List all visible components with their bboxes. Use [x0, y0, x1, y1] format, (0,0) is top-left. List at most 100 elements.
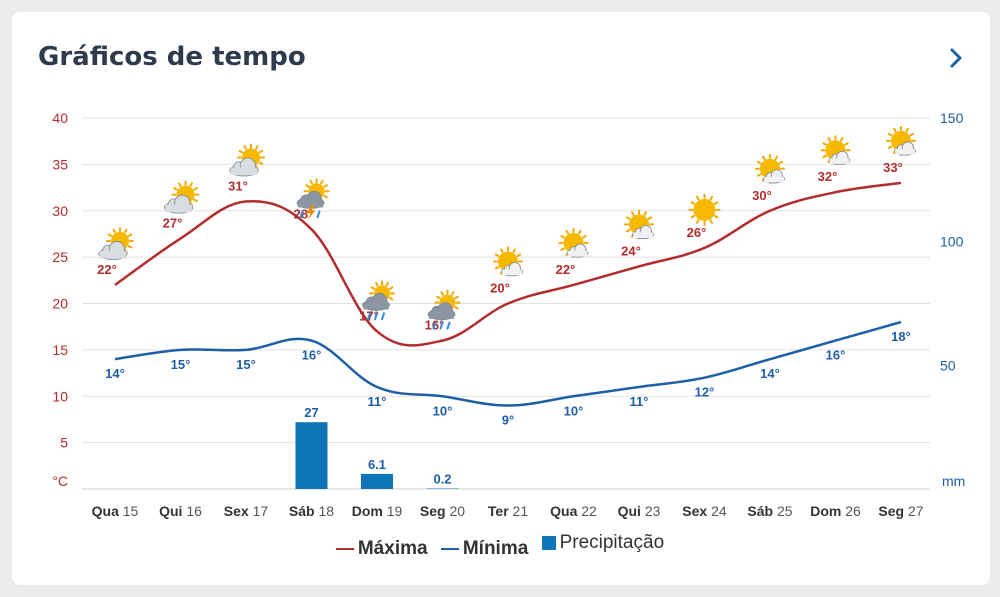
min-label: 11°	[630, 394, 649, 409]
precip-label: 0.2	[433, 472, 451, 487]
x-tick-weekday: Ter	[488, 503, 509, 519]
max-label: 30°	[752, 188, 772, 203]
y-left-tick: 25	[52, 249, 68, 265]
partly-sunny-icon	[886, 125, 916, 156]
precip-label: 6.1	[368, 457, 386, 472]
y-right-tick: 50	[940, 357, 956, 373]
x-tick-label: Qua 15	[92, 503, 139, 519]
y-left-tick: 15	[52, 342, 68, 358]
y-left-tick: 5	[60, 435, 68, 451]
legend-max[interactable]: Máxima	[335, 538, 428, 560]
x-tick-date: 16	[182, 503, 202, 519]
precip-bar	[361, 473, 393, 489]
y-right-tick: 150	[940, 110, 964, 126]
min-label: 18°	[891, 329, 911, 344]
x-tick-date: 21	[509, 503, 529, 519]
max-label: 27°	[163, 216, 183, 231]
partly-sunny-icon	[820, 135, 851, 166]
x-tick-label: Sex 17	[224, 503, 269, 519]
x-tick-label: Seg 27	[878, 503, 923, 519]
legend-precip-label: Precipitação	[559, 532, 665, 553]
x-tick-date: 20	[446, 503, 466, 519]
max-label: 24°	[621, 243, 641, 258]
x-tick-weekday: Qua	[550, 503, 577, 519]
x-tick-date: 22	[577, 503, 597, 519]
legend-min-label: Mínima	[462, 538, 529, 559]
x-tick-date: 25	[773, 503, 793, 519]
max-label: 32°	[818, 169, 838, 184]
legend-min[interactable]: Mínima	[440, 538, 529, 560]
x-tick-label: Sex 24	[682, 503, 727, 519]
x-tick-weekday: Sáb	[289, 503, 315, 519]
max-label: 33°	[883, 160, 903, 175]
min-label: 9°	[502, 413, 514, 428]
x-tick-label: Qui 16	[159, 503, 202, 519]
card-title: Gráficos de tempo	[38, 42, 306, 72]
partly-sunny-icon	[493, 246, 523, 277]
min-label: 16°	[302, 348, 322, 363]
x-tick-label: Ter 21	[488, 503, 528, 519]
precip-label: 27	[304, 405, 318, 420]
x-tick-date: 15	[119, 503, 139, 519]
min-label: 12°	[695, 385, 715, 400]
thunderstorm-icon	[296, 178, 330, 221]
max-label: 22°	[97, 262, 117, 277]
y-left-tick: 30	[52, 203, 68, 219]
y-left-tick: 35	[52, 156, 68, 172]
x-tick-weekday: Qui	[618, 503, 641, 519]
y-left-tick: 20	[52, 296, 68, 312]
min-label: 15°	[171, 357, 191, 372]
x-tick-label: Dom 26	[810, 503, 861, 519]
y-right-unit: mm	[942, 473, 965, 489]
x-tick-label: Sáb 25	[747, 503, 792, 519]
x-tick-weekday: Sáb	[747, 503, 773, 519]
min-label: 14°	[760, 366, 780, 381]
x-tick-date: 17	[249, 503, 269, 519]
min-label: 14°	[105, 366, 125, 381]
y-left-unit: °C	[52, 473, 68, 489]
x-tick-date: 18	[315, 503, 335, 519]
partly-sunny-icon	[558, 227, 589, 258]
partly-cloudy-icon	[229, 143, 265, 177]
min-label: 11°	[368, 394, 387, 409]
max-label: 31°	[228, 178, 248, 193]
rain-icon	[362, 280, 395, 321]
x-tick-weekday: Qui	[159, 503, 182, 519]
x-tick-weekday: Dom	[810, 503, 841, 519]
min-label: 15°	[236, 357, 256, 372]
x-tick-weekday: Qua	[92, 503, 119, 519]
precip-bar	[295, 422, 328, 489]
max-label: 28°	[294, 206, 314, 221]
y-left-tick: 10	[52, 388, 68, 404]
min-label: 10°	[564, 403, 584, 418]
x-tick-label: Qui 23	[618, 503, 661, 519]
min-label: 10°	[433, 403, 453, 418]
x-tick-label: Dom 19	[352, 503, 403, 519]
chart-legend: Máxima Mínima Precipitação	[0, 532, 1000, 560]
y-left-tick: 40	[52, 110, 68, 126]
y-right-tick: 100	[940, 234, 964, 250]
partly-cloudy-icon	[163, 180, 200, 214]
chevron-right-icon[interactable]	[944, 46, 968, 70]
x-tick-weekday: Seg	[878, 503, 904, 519]
series-line-min	[114, 320, 902, 407]
x-tick-date: 27	[904, 503, 924, 519]
x-tick-weekday: Sex	[682, 503, 707, 519]
legend-precip[interactable]: Precipitação	[541, 532, 665, 554]
x-tick-weekday: Seg	[420, 503, 446, 519]
legend-max-label: Máxima	[357, 538, 428, 559]
max-label: 22°	[556, 262, 576, 277]
series-line-max	[114, 181, 902, 347]
partly-sunny-icon	[624, 209, 654, 240]
x-tick-weekday: Sex	[224, 503, 249, 519]
max-label: 26°	[687, 225, 707, 240]
x-tick-date: 26	[841, 503, 861, 519]
partly-cloudy-icon	[98, 226, 134, 260]
x-tick-date: 19	[383, 503, 403, 519]
x-tick-weekday: Dom	[352, 503, 383, 519]
sunny-icon	[688, 193, 721, 226]
x-tick-label: Qua 22	[550, 503, 597, 519]
x-tick-label: Sáb 18	[289, 503, 334, 519]
rain-icon	[427, 289, 461, 330]
